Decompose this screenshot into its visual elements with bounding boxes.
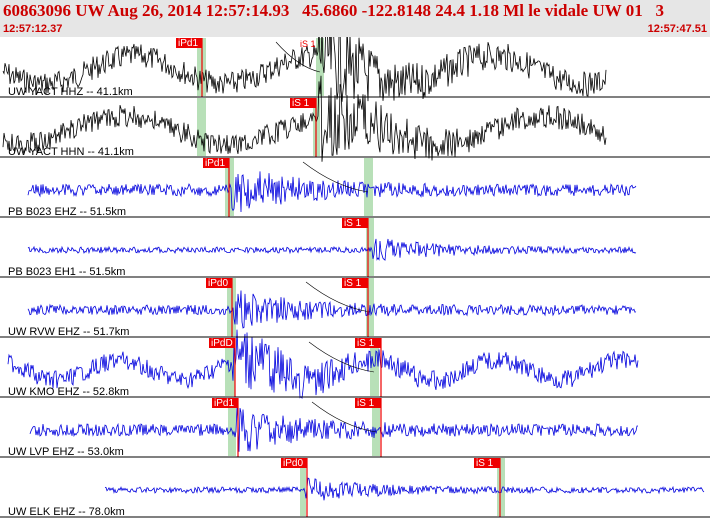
pick-flag[interactable]: [342, 278, 368, 288]
header-bar: 60863096 UW Aug 26, 2014 12:57:14.93 45.…: [0, 0, 710, 37]
pick-window: [370, 338, 379, 396]
station-label: UW KMO EHZ -- 52.8km: [8, 386, 129, 398]
end-time: 12:57:47.51: [647, 23, 707, 35]
pick-flag[interactable]: [203, 158, 229, 168]
pick-window: [316, 38, 324, 96]
pick-label: iS 1: [344, 278, 362, 289]
pick-flag[interactable]: [290, 98, 316, 108]
waveform-trace[interactable]: [2, 75, 607, 162]
pick-flag[interactable]: [355, 338, 381, 348]
pick-label: iPd0: [208, 278, 228, 289]
pick-flag[interactable]: [212, 398, 238, 408]
pick-label: iPd1: [178, 38, 198, 49]
phase-pick[interactable]: iPd1: [203, 158, 230, 217]
pick-label: iS 1: [357, 398, 375, 409]
pick-label: iPd1: [205, 158, 225, 169]
pick-window: [364, 158, 373, 216]
waveform-trace[interactable]: [104, 477, 705, 501]
station-label: UW YACT HHN -- 41.1km: [8, 146, 134, 158]
phase-pick[interactable]: iS 1: [290, 98, 317, 157]
pick-label: iPd1: [214, 398, 234, 409]
phase-pick[interactable]: iS 1: [342, 278, 369, 337]
station-label: PB B023 EH1 -- 51.5km: [8, 266, 125, 278]
pick-flag[interactable]: [176, 38, 202, 48]
travel-time-curve: [302, 161, 369, 193]
waveform-trace[interactable]: [27, 290, 637, 329]
waveform-trace[interactable]: [7, 329, 639, 400]
pick-label: iS 1: [292, 98, 310, 109]
station-label: UW ELK EHZ -- 78.0km: [8, 506, 125, 518]
seismogram-panel[interactable]: iPd1 iS 1 iS 1 iPd1 iS 1 iPd0 iS 1 iPdD iS 1 iPd1…: [0, 37, 710, 518]
pick-window: [300, 458, 306, 516]
station-label: UW RVW EHZ -- 51.7km: [8, 326, 129, 338]
travel-time-curve: [311, 401, 377, 433]
phase-pick[interactable]: iS 1: [474, 458, 501, 517]
phase-pick[interactable]: iPd1: [212, 398, 239, 457]
pick-window: [497, 458, 505, 516]
pick-flag[interactable]: [281, 458, 307, 468]
pick-window: [366, 218, 374, 276]
phase-pick[interactable]: iS 1: [355, 338, 382, 397]
station-label: PB B023 EHZ -- 51.5km: [8, 206, 126, 218]
travel-time-curve: [308, 341, 375, 373]
phase-pick[interactable]: iPd1: [176, 38, 203, 97]
pick-label: iPd0: [283, 458, 303, 469]
pick-label: iS 1: [344, 218, 362, 229]
phase-pick[interactable]: iS 1: [355, 398, 382, 457]
s-arrival-mark: iS 1: [300, 39, 316, 49]
travel-time-curve: [275, 41, 321, 73]
pick-flag[interactable]: [474, 458, 500, 468]
phase-pick[interactable]: iPd0: [281, 458, 308, 517]
pick-window: [197, 98, 206, 156]
pick-flag[interactable]: [209, 338, 235, 348]
pick-label: iS 1: [476, 458, 494, 469]
pick-label: iPdD: [211, 338, 233, 349]
pick-label: iS 1: [357, 338, 375, 349]
start-time: 12:57:12.37: [3, 23, 63, 35]
station-label: UW LVP EHZ -- 53.0km: [8, 446, 124, 458]
waveform-trace[interactable]: [2, 37, 607, 102]
pick-window: [372, 398, 380, 456]
pick-flag[interactable]: [206, 278, 232, 288]
pick-flag[interactable]: [342, 218, 368, 228]
phase-pick[interactable]: iPd0: [206, 278, 233, 337]
travel-time-curve: [305, 281, 371, 313]
waveform-trace[interactable]: [29, 406, 638, 452]
phase-pick[interactable]: iPdD: [209, 338, 236, 397]
event-title: 60863096 UW Aug 26, 2014 12:57:14.93 45.…: [3, 1, 664, 20]
pick-flag[interactable]: [355, 398, 381, 408]
station-label: UW YACT HHZ -- 41.1km: [8, 86, 133, 98]
phase-pick[interactable]: iS 1: [342, 218, 369, 277]
waveform-trace[interactable]: [27, 171, 637, 213]
waveform-trace[interactable]: [27, 238, 637, 261]
pick-window: [228, 398, 236, 456]
